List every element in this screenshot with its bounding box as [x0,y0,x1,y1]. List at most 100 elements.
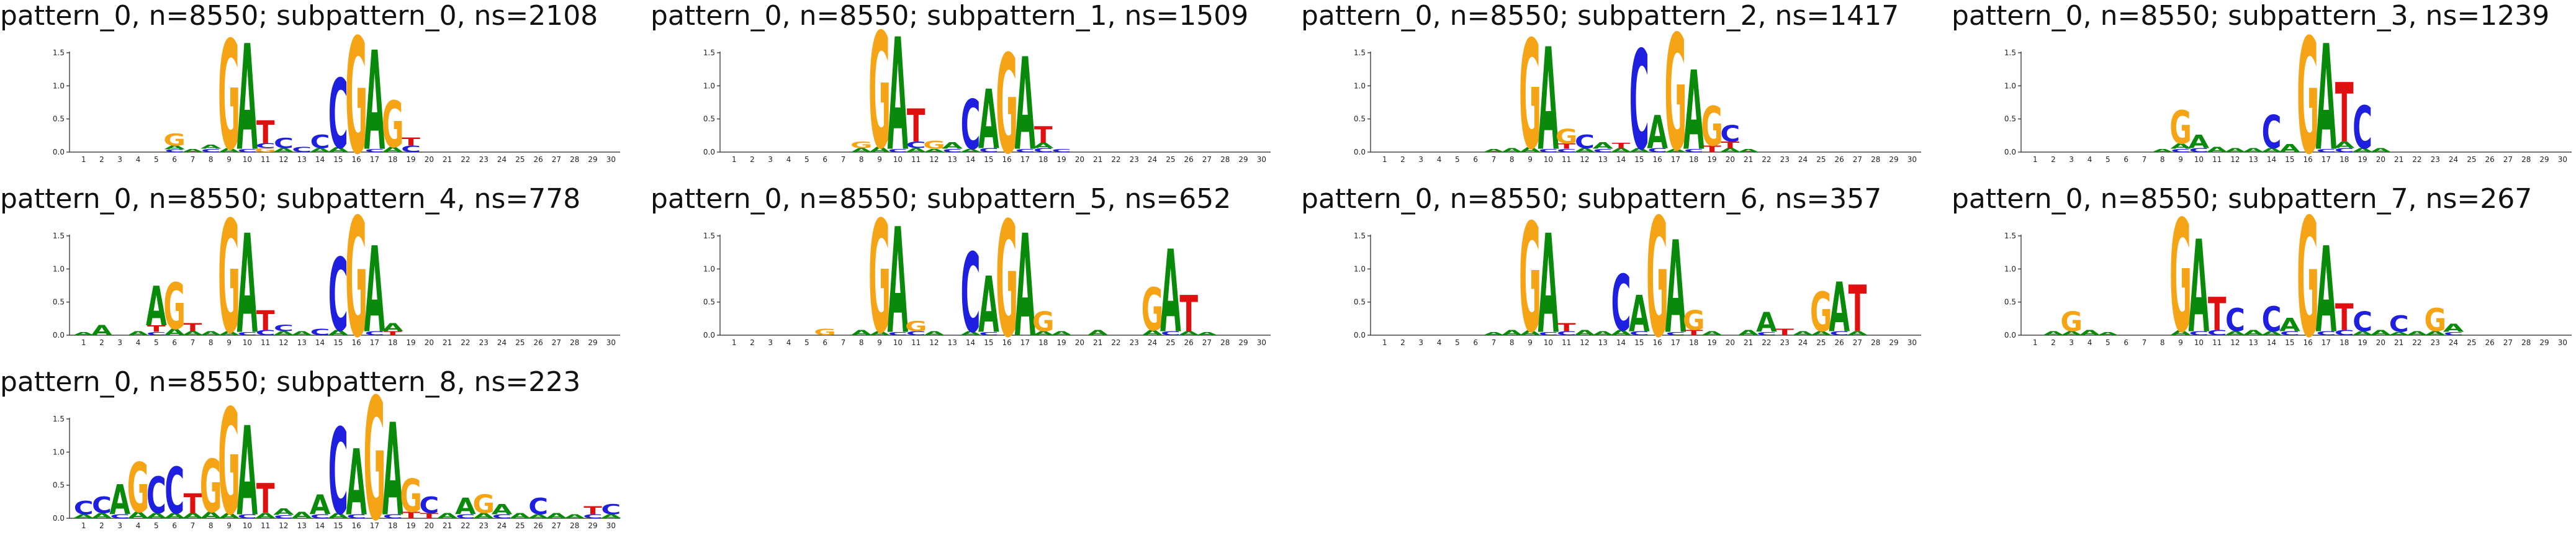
logo-letter-A: A [1502,147,1523,153]
logo-letter-G: G [923,138,945,151]
x-tick-label: 27 [1202,155,1212,164]
x-tick-label: 3 [768,155,773,164]
logo-letter-A: A [2097,331,2119,336]
x-tick-label: 5 [1455,155,1460,164]
x-tick-label: 17 [1020,338,1030,347]
logo-letter-A: A [310,147,331,153]
y-tick-label: 0.0 [53,148,65,156]
x-tick-label: 5 [1455,338,1460,347]
x-tick-label: 22 [1762,155,1771,164]
x-tick-label: 17 [2322,338,2331,347]
y-tick-label: 0.5 [2004,115,2016,124]
x-tick-label: 1 [732,338,737,347]
x-tick-label: 28 [1871,155,1880,164]
x-tick-label: 29 [1889,155,1898,164]
logo-letter-A: A [888,6,909,186]
x-tick-label: 24 [1798,155,1808,164]
logo-letter-A: A [1629,286,1650,343]
logo-letter-T: T [1034,122,1053,148]
logo-letter-G: G [200,444,222,529]
logo-letter-G: G [1701,96,1723,159]
x-tick-label: 15 [1634,338,1644,347]
x-tick-label: 15 [984,155,993,164]
x-tick-label: 12 [1580,155,1589,164]
x-tick-label: 21 [443,155,452,164]
x-tick-label: 16 [1002,155,1012,164]
x-tick-label: 6 [2123,338,2128,347]
x-tick-label: 7 [1492,338,1497,347]
logo-letter-A: A [1051,330,1073,336]
y-tick-label: 0.0 [703,148,715,156]
logo-letter-A: A [1683,48,1705,176]
x-tick-label: 1 [732,155,737,164]
x-tick-label: 2 [2051,338,2056,347]
x-tick-label: 12 [1580,338,1589,347]
x-tick-label: 26 [1835,338,1844,347]
x-tick-label: 22 [1111,155,1120,164]
x-tick-label: 25 [1166,338,1175,347]
logo-letter-C: C [1829,330,1849,336]
x-tick-label: 27 [552,155,561,164]
logo-letter-A: A [601,513,623,520]
x-tick-label: 2 [99,338,104,347]
x-tick-label: 6 [1473,155,1478,164]
logo-letter-C: C [201,148,221,153]
logo-letter-A: A [382,321,403,334]
x-tick-label: 15 [333,521,343,530]
y-tick-label: 1.5 [1354,232,1366,240]
logo-letter-G: G [127,449,150,528]
x-tick-label: 6 [822,155,827,164]
logo-letter-C: C [906,140,926,150]
x-tick-label: 23 [479,155,489,164]
logo-letter-A: A [906,147,927,153]
x-tick-label: 3 [2069,338,2074,347]
logo-letter-A: A [255,511,276,520]
x-tick-label: 12 [279,338,288,347]
logo-letter-A: A [1088,328,1109,337]
logo-letter-A: A [2371,147,2392,153]
x-tick-label: 29 [1238,338,1248,347]
x-tick-label: 19 [1707,338,1716,347]
logo-letter-A: A [1178,330,1200,336]
logo-letter-A: A [218,330,240,336]
logo-letter-A: A [1665,148,1687,153]
logo-letter-C: C [1161,330,1181,336]
x-tick-label: 27 [1853,338,1862,347]
logo-letter-C: C [110,513,130,520]
logo-letter-C: C [328,59,348,171]
x-tick-label: 11 [2212,155,2222,164]
y-tick-label: 0.5 [703,115,715,124]
logo-letter-A: A [91,323,112,338]
logo-letter-C: C [2353,306,2372,338]
logo-panel-subpattern-2: pattern_0, n=8550; subpattern_2, ns=1417… [1301,0,1934,187]
logo-letter-A: A [218,147,240,153]
x-tick-label: 8 [859,155,864,164]
logo-letter-C: C [1575,132,1595,153]
logo-letter-T: T [420,511,439,520]
x-tick-label: 18 [388,338,397,347]
x-tick-label: 18 [1689,155,1698,164]
x-tick-label: 10 [1544,155,1553,164]
x-tick-label: 18 [1038,338,1048,347]
logo-letter-C: C [2171,148,2191,153]
x-tick-label: 1 [1382,155,1387,164]
logo-letter-A: A [851,147,873,153]
logo-letter-A: A [2261,330,2283,336]
x-tick-label: 5 [804,155,809,164]
x-tick-label: 3 [768,338,773,347]
x-tick-label: 23 [1130,338,1139,347]
x-tick-label: 2 [99,521,104,530]
logo-letter-A: A [382,397,403,540]
x-tick-label: 28 [570,338,579,347]
x-tick-label: 8 [2160,155,2165,164]
x-tick-label: 25 [2467,155,2476,164]
x-tick-label: 3 [117,521,122,530]
x-tick-label: 10 [1544,338,1553,347]
logo-letter-A: A [1665,214,1687,362]
x-tick-label: 10 [893,338,903,347]
logo-letter-C: C [364,330,384,336]
logo-letter-A: A [510,511,531,520]
logo-letter-A: A [1502,328,1523,337]
logo-letter-C: C [979,331,999,336]
